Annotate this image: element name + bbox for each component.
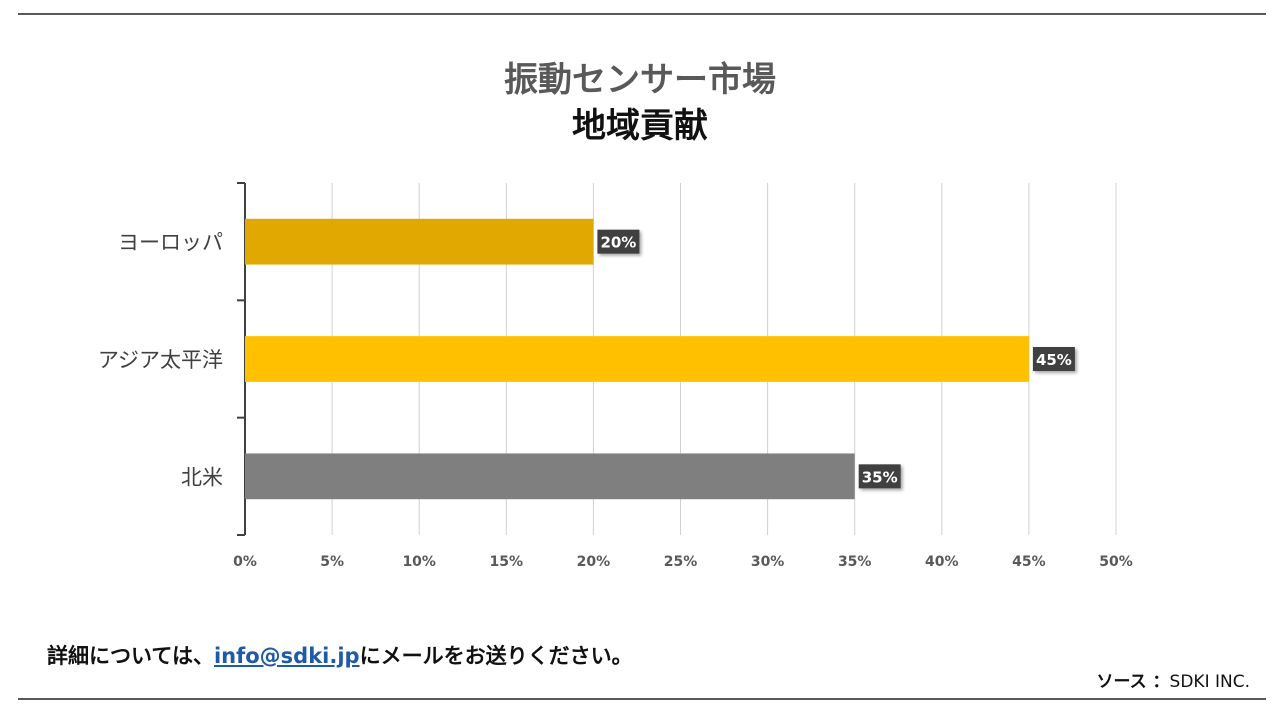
x-tick-label: 0% — [233, 554, 257, 570]
chart-subtitle: 地域貢献 — [572, 106, 708, 146]
source-value: SDKI INC. — [1169, 672, 1250, 692]
data-label: 20% — [600, 234, 636, 252]
x-tick-label: 10% — [402, 554, 436, 570]
contact-suffix: にメールをお送りください。 — [359, 644, 633, 668]
bar — [245, 453, 855, 500]
x-tick-label: 15% — [490, 554, 524, 570]
x-tick-label: 25% — [664, 554, 698, 570]
x-tick-label: 20% — [577, 554, 611, 570]
data-label-box — [1032, 347, 1075, 371]
category-label: 北米 — [181, 465, 223, 489]
top-rule — [18, 13, 1266, 15]
x-tick-label: 5% — [320, 554, 344, 570]
bar — [245, 336, 1029, 382]
category-label: ヨーロッパ — [118, 231, 223, 255]
email-link[interactable]: info@sdki.jp — [213, 644, 360, 668]
contact-prefix: 詳細については、 — [47, 644, 214, 668]
x-tick-label: 30% — [751, 554, 785, 570]
x-tick-label: 35% — [838, 554, 872, 570]
data-label: 45% — [1036, 351, 1072, 369]
x-tick-label: 45% — [1012, 554, 1046, 570]
x-tick-label: 40% — [925, 554, 959, 570]
contact-note: 詳細については、info@sdki.jpにメールをお送りください。 — [47, 640, 633, 670]
bottom-rule — [18, 698, 1266, 700]
source-note: ソース ：SDKI INC. — [1096, 667, 1250, 692]
bar-chart: 0% 5% 10% 15% 20% 25% 30% 35% 40% 45% 50% ヨーロッパ 20% ア… — [98, 182, 1133, 570]
data-label-box — [858, 464, 901, 489]
data-label-box — [597, 229, 640, 254]
source-label: ソース ： — [1096, 672, 1170, 692]
data-label: 35% — [862, 468, 898, 486]
category-label: アジア太平洋 — [98, 348, 223, 372]
x-tick-label: 50% — [1099, 554, 1133, 570]
chart-title: 振動センサー市場 — [504, 60, 776, 100]
bar — [245, 218, 594, 265]
